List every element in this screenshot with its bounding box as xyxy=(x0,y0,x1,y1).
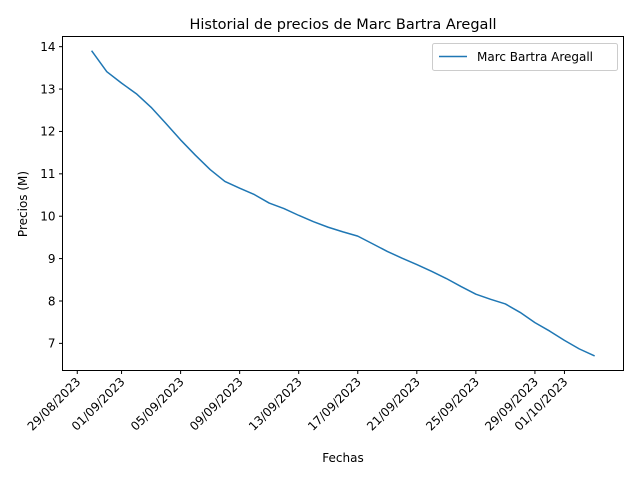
x-axis-label: Fechas xyxy=(322,451,363,465)
legend-label: Marc Bartra Aregall xyxy=(477,50,593,64)
series-line-0 xyxy=(90,50,595,357)
x-tick-label: 09/09/2023 xyxy=(187,375,246,434)
y-axis: 7 8 9 10 11 12 13 14 xyxy=(40,40,63,351)
series-layer xyxy=(90,50,595,357)
y-tick-label: 11 xyxy=(40,167,55,181)
x-tick-label: 13/09/2023 xyxy=(246,375,305,434)
y-tick-label: 14 xyxy=(40,40,55,54)
y-tick-label: 9 xyxy=(48,252,56,266)
x-tick-label: 21/09/2023 xyxy=(364,375,423,434)
y-tick-label: 12 xyxy=(40,125,55,139)
legend: Marc Bartra Aregall xyxy=(432,43,618,71)
y-tick-label: 13 xyxy=(40,82,55,96)
plot-area xyxy=(62,36,624,371)
y-tick-label: 8 xyxy=(48,294,56,308)
x-tick-label: 05/09/2023 xyxy=(128,375,187,434)
y-axis-label: Precios (M) xyxy=(16,171,30,237)
x-tick-label: 17/09/2023 xyxy=(305,375,364,434)
x-tick-label: 25/09/2023 xyxy=(423,375,482,434)
plot-frame xyxy=(62,36,624,371)
chart-title: Historial de precios de Marc Bartra Areg… xyxy=(189,17,496,33)
y-tick-label: 10 xyxy=(40,210,55,224)
y-tick-label: 7 xyxy=(48,337,56,351)
legend-box xyxy=(432,43,618,71)
